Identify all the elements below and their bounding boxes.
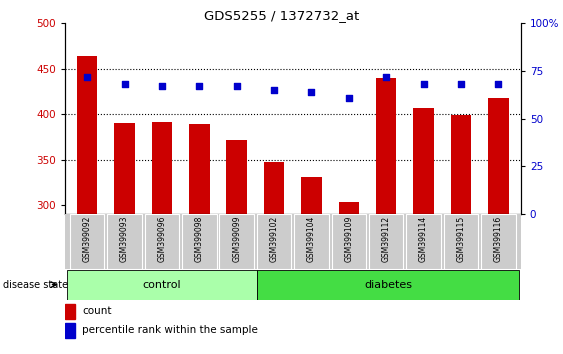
Text: count: count [82,306,111,316]
Bar [264,162,284,214]
Text: GSM399093: GSM399093 [120,216,129,262]
Bar [406,214,441,269]
Bar [220,214,254,269]
Bar [151,122,172,214]
FancyBboxPatch shape [66,270,257,299]
Bar [108,214,142,269]
Bar [451,115,471,214]
Point [83,74,92,79]
Text: GSM399092: GSM399092 [83,216,92,262]
Bar [376,78,396,214]
Text: GSM399104: GSM399104 [307,216,316,262]
Text: GSM399096: GSM399096 [158,216,167,262]
Bar [182,214,217,269]
Bar [481,214,516,269]
Text: GSM399109: GSM399109 [345,216,354,262]
Bar [444,214,478,269]
Text: disease state: disease state [3,280,68,290]
Bar [338,202,359,214]
Text: GSM399099: GSM399099 [232,216,241,262]
Text: GSM399112: GSM399112 [382,216,391,262]
Bar [70,214,104,269]
Text: control: control [142,280,181,290]
Bar [77,56,97,214]
Bar [488,98,508,214]
Bar [257,214,291,269]
Bar [65,304,75,319]
Point [158,83,167,89]
Bar [65,324,75,338]
Point [195,83,204,89]
Point [382,74,391,79]
Point [120,81,129,87]
Text: percentile rank within the sample: percentile rank within the sample [82,325,258,335]
Text: GSM399116: GSM399116 [494,216,503,262]
Point [307,89,316,95]
Text: GSM399114: GSM399114 [419,216,428,262]
Point [232,83,241,89]
Point [419,81,428,87]
Text: GSM399098: GSM399098 [195,216,204,262]
Point [494,81,503,87]
Bar [332,214,366,269]
Bar [294,214,329,269]
FancyBboxPatch shape [257,270,519,299]
Bar [413,108,434,214]
Point [457,81,466,87]
Bar [145,214,179,269]
Bar [226,139,247,214]
Text: diabetes: diabetes [364,280,412,290]
Bar [301,177,321,214]
Bar [189,124,209,214]
Text: GSM399102: GSM399102 [270,216,279,262]
Text: GDS5255 / 1372732_at: GDS5255 / 1372732_at [204,9,359,22]
Bar [114,123,135,214]
Bar [369,214,404,269]
Text: GSM399115: GSM399115 [457,216,466,262]
Point [345,95,354,101]
Point [270,87,279,93]
